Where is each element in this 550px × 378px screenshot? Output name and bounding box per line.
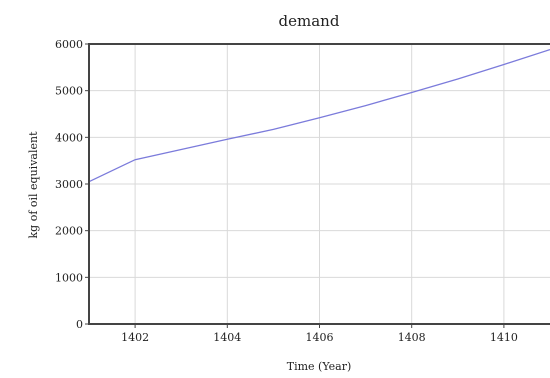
- x-axis-ticks: 1402 1404 1406 1408 1410: [121, 324, 518, 344]
- y-axis-ticks: 0 1000 2000 3000 4000 5000 6000: [55, 38, 89, 331]
- y-tick-label: 4000: [55, 131, 83, 144]
- y-tick-label: 5000: [55, 85, 83, 98]
- y-tick-label: 3000: [55, 178, 83, 191]
- chart-title: demand: [279, 12, 340, 30]
- x-axis-label: Time (Year): [287, 360, 352, 373]
- grid-lines: [89, 44, 550, 324]
- series-group: [88, 48, 550, 183]
- y-tick-label: 2000: [55, 225, 83, 238]
- series-line-0: [88, 48, 550, 183]
- y-tick-label: 1000: [55, 271, 83, 284]
- y-axis-label: kg of oil equivalent: [27, 131, 40, 239]
- x-tick-label: 1404: [213, 331, 241, 344]
- y-tick-label: 6000: [55, 38, 83, 51]
- y-tick-label: 0: [76, 318, 83, 331]
- x-tick-label: 1410: [490, 331, 518, 344]
- x-tick-label: 1408: [398, 331, 426, 344]
- x-tick-label: 1402: [121, 331, 149, 344]
- x-tick-label: 1406: [306, 331, 334, 344]
